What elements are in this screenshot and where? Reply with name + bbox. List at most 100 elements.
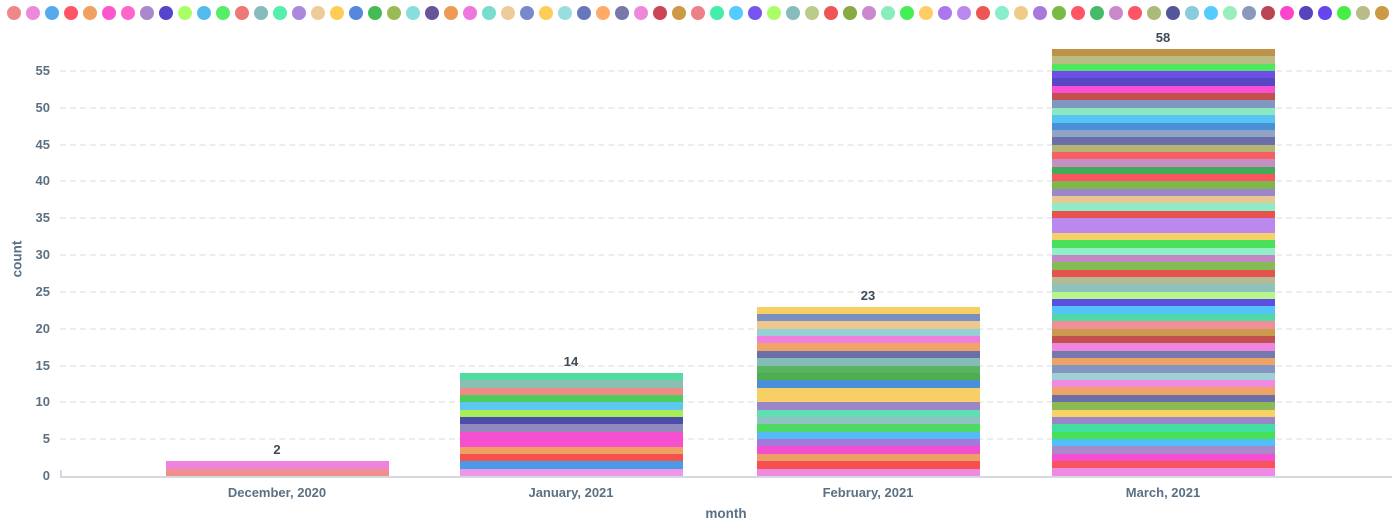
bar-segment[interactable] — [459, 424, 683, 432]
bar-segment[interactable] — [1051, 350, 1275, 358]
bar-segment[interactable] — [459, 394, 683, 403]
legend-dot[interactable] — [767, 6, 781, 20]
legend-dot[interactable] — [843, 6, 857, 20]
bar-segment[interactable] — [1051, 63, 1275, 71]
legend-dot[interactable] — [45, 6, 59, 20]
bar-segment[interactable] — [1051, 269, 1275, 278]
bar-segment[interactable] — [1051, 291, 1275, 300]
legend-dot[interactable] — [786, 6, 800, 20]
legend-dot[interactable] — [368, 6, 382, 20]
bar-segment[interactable] — [1051, 409, 1275, 417]
legend-dot[interactable] — [254, 6, 268, 20]
bar-segment[interactable] — [756, 417, 980, 425]
bar-segment[interactable] — [756, 306, 980, 314]
legend-dot[interactable] — [919, 6, 933, 20]
bar-segment[interactable] — [1051, 70, 1275, 79]
legend-dot[interactable] — [425, 6, 439, 20]
bar-segment[interactable] — [1051, 144, 1275, 152]
bar-march-2021[interactable] — [1051, 48, 1275, 476]
bar-segment[interactable] — [1051, 218, 1275, 226]
bar-segment[interactable] — [459, 439, 683, 447]
bar-segment[interactable] — [459, 468, 683, 476]
bar-segment[interactable] — [756, 394, 980, 403]
legend-dot[interactable] — [710, 6, 724, 20]
bar-segment[interactable] — [459, 372, 683, 381]
bar-segment[interactable] — [1051, 107, 1275, 116]
legend-dot[interactable] — [824, 6, 838, 20]
bar-segment[interactable] — [459, 409, 683, 418]
bar-segment[interactable] — [756, 387, 980, 395]
bar-segment[interactable] — [1051, 365, 1275, 373]
legend-dot[interactable] — [672, 6, 686, 20]
bar-segment[interactable] — [756, 372, 980, 381]
legend-dot[interactable] — [976, 6, 990, 20]
bar-segment[interactable] — [1051, 358, 1275, 366]
legend-dot[interactable] — [1185, 6, 1199, 20]
legend-dot[interactable] — [1052, 6, 1066, 20]
bar-segment[interactable] — [165, 468, 389, 476]
bar-segment[interactable] — [459, 402, 683, 410]
legend-dot[interactable] — [1014, 6, 1028, 20]
bar-segment[interactable] — [1051, 115, 1275, 123]
legend-dot[interactable] — [995, 6, 1009, 20]
bar-segment[interactable] — [756, 439, 980, 447]
legend-dot[interactable] — [159, 6, 173, 20]
bar-segment[interactable] — [1051, 328, 1275, 336]
bar-segment[interactable] — [1051, 151, 1275, 160]
bar-segment[interactable] — [756, 461, 980, 469]
bar-segment[interactable] — [1051, 85, 1275, 94]
bar-segment[interactable] — [1051, 93, 1275, 101]
bar-segment[interactable] — [756, 431, 980, 440]
legend-dot[interactable] — [235, 6, 249, 20]
bar-segment[interactable] — [1051, 313, 1275, 322]
bar-segment[interactable] — [756, 453, 980, 462]
bar-segment[interactable] — [756, 336, 980, 344]
bar-segment[interactable] — [1051, 48, 1275, 57]
bar-december-2020[interactable] — [165, 461, 389, 476]
legend-dot[interactable] — [1166, 6, 1180, 20]
bar-segment[interactable] — [1051, 284, 1275, 292]
legend-dot[interactable] — [1147, 6, 1161, 20]
bar-segment[interactable] — [1051, 122, 1275, 130]
legend-dot[interactable] — [387, 6, 401, 20]
legend-dot[interactable] — [444, 6, 458, 20]
bar-segment[interactable] — [1051, 424, 1275, 432]
legend-dot[interactable] — [216, 6, 230, 20]
bar-segment[interactable] — [459, 431, 683, 440]
bar-segment[interactable] — [1051, 56, 1275, 64]
legend-dot[interactable] — [1356, 6, 1370, 20]
bar-segment[interactable] — [1051, 321, 1275, 329]
bar-segment[interactable] — [1051, 372, 1275, 381]
bar-february-2021[interactable] — [756, 306, 980, 476]
legend-dot[interactable] — [1033, 6, 1047, 20]
bar-segment[interactable] — [1051, 402, 1275, 410]
bar-segment[interactable] — [459, 446, 683, 454]
bar-segment[interactable] — [1051, 299, 1275, 307]
legend-dot[interactable] — [178, 6, 192, 20]
legend-dot[interactable] — [273, 6, 287, 20]
legend-dot[interactable] — [653, 6, 667, 20]
bar-segment[interactable] — [1051, 446, 1275, 454]
legend-dot[interactable] — [748, 6, 762, 20]
legend-dot[interactable] — [862, 6, 876, 20]
legend-dot[interactable] — [406, 6, 420, 20]
bar-segment[interactable] — [1051, 203, 1275, 211]
bar-segment[interactable] — [1051, 240, 1275, 248]
legend-dot[interactable] — [1318, 6, 1332, 20]
legend-dot[interactable] — [729, 6, 743, 20]
bar-segment[interactable] — [756, 402, 980, 410]
legend-dot[interactable] — [596, 6, 610, 20]
bar-segment[interactable] — [459, 461, 683, 469]
bar-segment[interactable] — [756, 380, 980, 388]
bar-segment[interactable] — [756, 350, 980, 359]
legend-dot[interactable] — [501, 6, 515, 20]
legend-dot[interactable] — [1090, 6, 1104, 20]
bar-segment[interactable] — [1051, 438, 1275, 447]
legend-dot[interactable] — [121, 6, 135, 20]
bar-segment[interactable] — [1051, 78, 1275, 86]
bar-segment[interactable] — [756, 365, 980, 373]
legend-dot[interactable] — [311, 6, 325, 20]
bar-segment[interactable] — [459, 387, 683, 395]
legend-dot[interactable] — [938, 6, 952, 20]
legend-dot[interactable] — [1261, 6, 1275, 20]
